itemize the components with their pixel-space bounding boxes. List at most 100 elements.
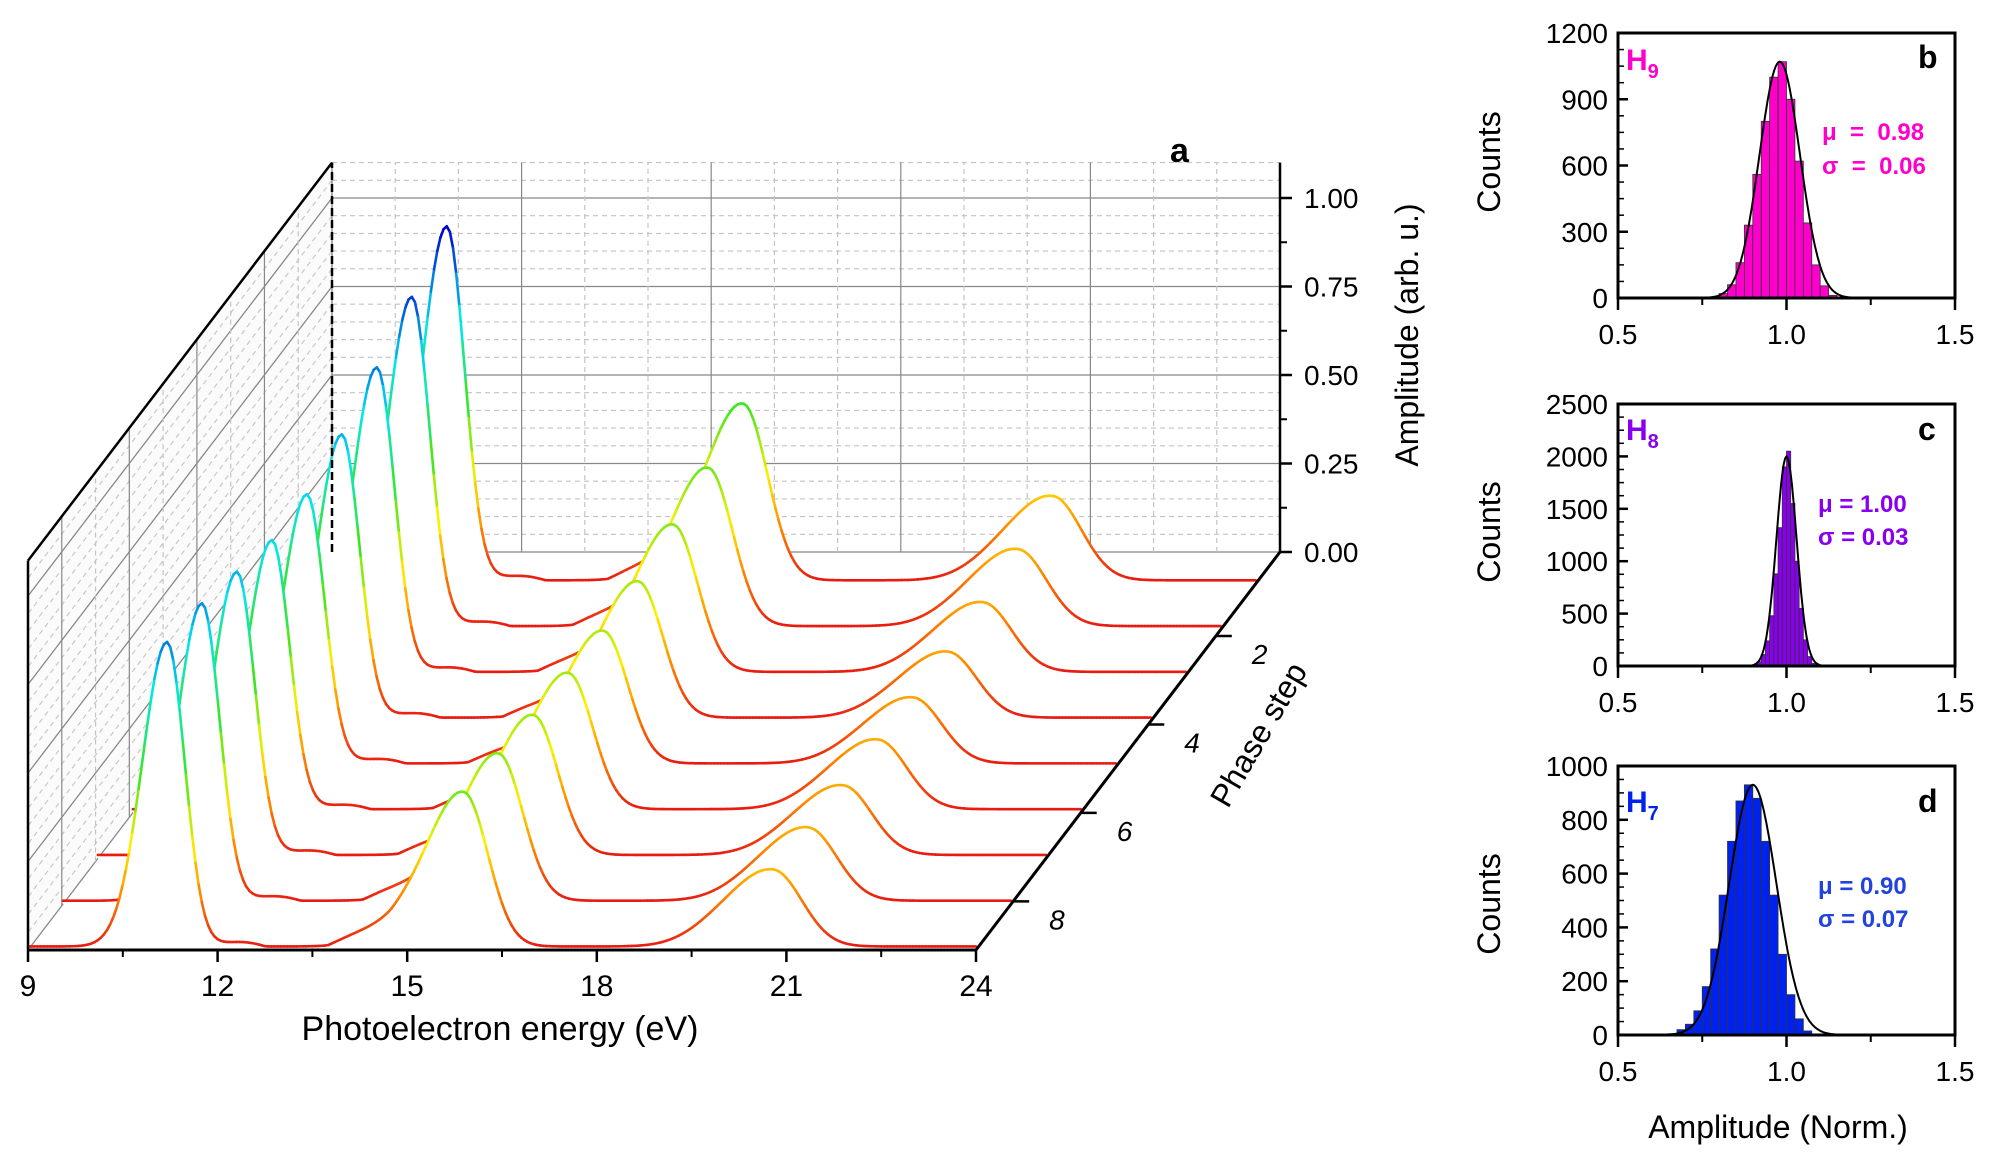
panel-a-spectra (26, 225, 1257, 950)
spectrum-segment (564, 796, 571, 809)
spectrum-segment (612, 640, 618, 651)
spectrum-segment (225, 792, 232, 821)
spectrum-segment (321, 485, 328, 508)
spectrum-segment (118, 883, 125, 899)
panel-a-letter: a (1170, 132, 1190, 170)
spectrum-segment (403, 586, 410, 612)
spectrum-segment (742, 570, 749, 584)
spectrum-segment (432, 474, 439, 509)
panel-d-y-label: Counts (1471, 853, 1507, 954)
side-grid-line (27, 392, 333, 792)
spectrum-segment (302, 753, 308, 772)
histogram-bar (1777, 953, 1787, 1036)
side-grid-line (27, 410, 333, 809)
side-grid-line (27, 215, 333, 615)
spectrum-segment (286, 542, 293, 564)
spectrum-segment (216, 622, 223, 645)
histogram-bar (1765, 640, 1771, 667)
spectrum-segment (691, 564, 698, 579)
spectrum-segment (219, 604, 226, 626)
spectrum-segment (181, 656, 188, 681)
spectrum-segment (448, 591, 455, 605)
spectrum-segment (203, 606, 210, 624)
panel-d-letter: d (1918, 783, 1938, 819)
spectrum-segment (188, 623, 194, 641)
histogram-bar (1777, 61, 1787, 299)
spectrum-segment (770, 493, 777, 510)
spectrum-segment (491, 870, 497, 885)
histogram-bar (1794, 560, 1800, 667)
spectrum-segment (413, 300, 420, 319)
spectrum-segment (442, 557, 448, 580)
spectrum-segment (640, 724, 647, 735)
spectrum-segment (580, 691, 587, 703)
spectrum-segment (359, 403, 366, 425)
spectrum-segment (647, 591, 653, 603)
spectrum-segment (761, 452, 768, 469)
spectrum-segment (720, 489, 726, 503)
side-grid-line (27, 427, 333, 827)
z-tick-label: 0.25 (1304, 449, 1359, 480)
histogram-bar (1786, 994, 1796, 1036)
spectrum-segment (716, 480, 723, 492)
side-grid-line (27, 356, 333, 756)
spectrum-segment (295, 710, 302, 737)
panel-a-phase-ticks: 2 4 6 8 (1013, 634, 1268, 935)
panel-a-z-ticks: 0.00 0.25 0.50 0.75 1.00 (1280, 183, 1359, 568)
x-tick-label: 1.0 (1767, 319, 1806, 350)
spectrum-segment (435, 236, 442, 253)
panel-d-x-label: Amplitude (Norm.) (1648, 1109, 1908, 1145)
spectrum-segment (197, 883, 204, 904)
spectrum-segment (458, 304, 464, 344)
spectrum-segment (631, 697, 637, 711)
side-grid-line (27, 250, 333, 650)
spectrum-segment (330, 665, 337, 691)
spectrum-segment (394, 499, 401, 534)
spectrum-segment (381, 384, 388, 410)
y-tick-label: 600 (1561, 151, 1608, 182)
spectrum-segment (697, 587, 704, 602)
spectrum-segment (423, 314, 430, 344)
back-wall (332, 162, 1280, 552)
spectrum-segment (764, 465, 771, 483)
spectrum-segment (315, 529, 321, 557)
spectrum-segment (656, 618, 663, 632)
spectrum-segment (378, 370, 385, 388)
spectrum-segment (500, 901, 507, 913)
histogram-bar (1773, 573, 1779, 667)
spectrum-segment (289, 656, 296, 688)
spectrum-segment (356, 526, 363, 560)
spectrum-segment (299, 733, 305, 756)
spectrum-segment (685, 544, 691, 557)
spectrum-segment (254, 694, 261, 727)
z-tick-label: 0.00 (1304, 537, 1359, 568)
spectrum-segment (261, 547, 267, 561)
spectrum-segment (140, 740, 147, 767)
panel-d-mu: μ = 0.90 (1818, 873, 1907, 900)
spectrum-segment (156, 650, 163, 665)
spectrum-segment (153, 662, 159, 681)
x-tick-label: 1.5 (1936, 687, 1975, 718)
spectrum-segment (745, 580, 752, 592)
spectrum-segment (439, 227, 445, 239)
panel-a-y-axis-label: Phase step (1203, 656, 1314, 813)
spectrum-segment (694, 576, 701, 591)
spectrum-segment (219, 731, 226, 766)
histogram-bar (1794, 160, 1804, 299)
spectrum-segment (400, 560, 407, 590)
spectrum-segment (191, 611, 197, 626)
spectrum-segment (516, 793, 523, 808)
spectrum-segment (191, 835, 197, 865)
spectrum-segment (273, 543, 280, 559)
spectrum-segment (378, 687, 385, 700)
spectrum-segment (391, 356, 398, 382)
histogram-bar (1790, 503, 1796, 667)
spectrum-segment (478, 822, 485, 837)
panel-d-sigma: σ = 0.07 (1818, 906, 1908, 933)
spectrum-segment (257, 557, 264, 575)
spectrum-segment (384, 406, 391, 438)
y-tick-label: 1000 (1546, 546, 1608, 577)
spectrum-segment (488, 858, 494, 873)
spectrum-segment (257, 723, 264, 755)
